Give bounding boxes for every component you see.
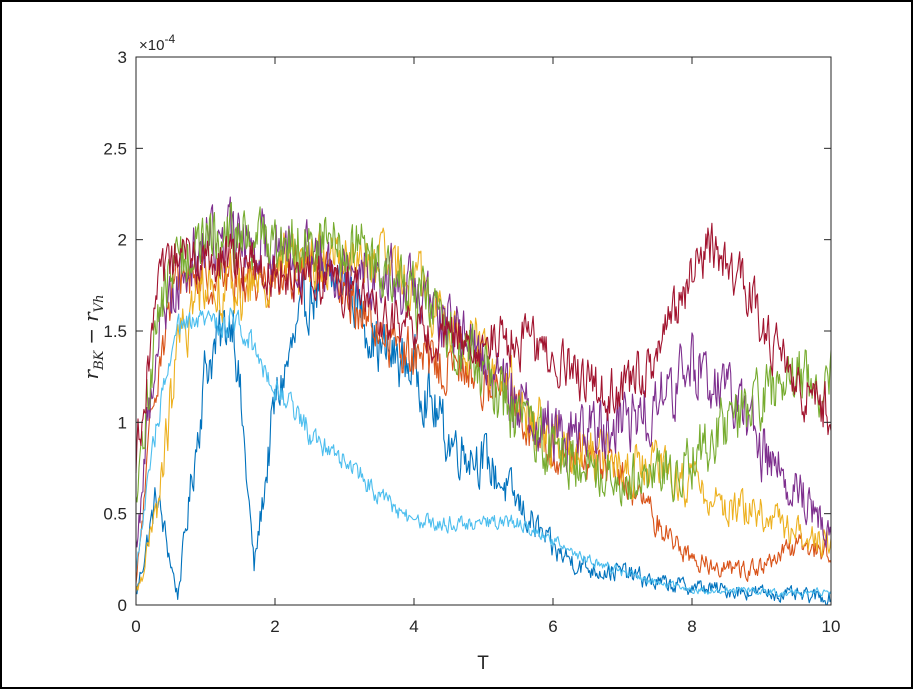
- y-tick-label: 0.5: [103, 505, 127, 524]
- ticks-layer: 0 2 4 6 8 10 0 0.5 1 1.5 2 2.5 3: [103, 48, 840, 636]
- x-tick-label: 4: [409, 617, 418, 636]
- x-tick-label: 6: [548, 617, 557, 636]
- series-layer: [135, 196, 832, 606]
- x-tick-label: 8: [687, 617, 696, 636]
- y-tick-label: 2: [118, 231, 127, 250]
- exponent-label: ×10-4: [139, 32, 175, 54]
- exponent-base: ×10: [139, 37, 164, 54]
- x-tick-label: 2: [270, 617, 279, 636]
- series-line-5: [135, 201, 832, 507]
- y-label-r2: r: [79, 311, 103, 322]
- y-tick-label: 0: [118, 596, 127, 615]
- series-line-6: [135, 307, 832, 598]
- series-line-7: [135, 222, 832, 474]
- y-label-sub2: Vh: [92, 295, 107, 313]
- y-tick-label: 1: [118, 413, 127, 432]
- x-tick-label: 0: [131, 617, 140, 636]
- y-tick-label: 3: [118, 48, 127, 67]
- series-line-3: [135, 227, 832, 592]
- y-axis-label: rBK−rVh: [79, 295, 107, 380]
- y-label-r1: r: [79, 368, 103, 379]
- y-label-sub1: BK: [92, 349, 107, 371]
- y-tick-label: 2.5: [103, 139, 127, 158]
- x-axis-label: T: [477, 653, 489, 674]
- y-tick-label: 1.5: [103, 322, 127, 341]
- x-tick-label: 10: [822, 617, 841, 636]
- series-line-1: [135, 256, 832, 606]
- y-label-minus: −: [79, 328, 103, 345]
- exponent-power: -4: [164, 32, 175, 46]
